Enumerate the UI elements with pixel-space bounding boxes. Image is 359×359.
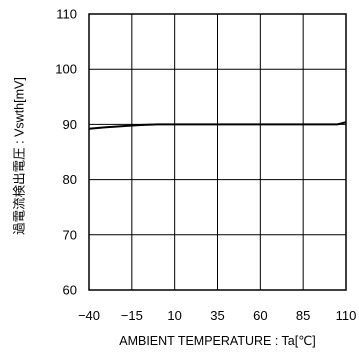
- y-tick-label: 80: [63, 172, 77, 187]
- x-tick-label: 60: [253, 308, 267, 323]
- plot-frame: [88, 13, 347, 291]
- y-tick-label: 110: [56, 7, 77, 22]
- x-tick-label: −40: [78, 308, 100, 323]
- y-tick-label: 90: [63, 117, 77, 132]
- y-tick-label: 60: [63, 283, 77, 298]
- x-tick-labels: −40 −15 10 35 60 85 110: [78, 308, 356, 323]
- series-line: [88, 121, 347, 130]
- x-tick-label: 10: [167, 308, 181, 323]
- x-tick-label: 85: [296, 308, 310, 323]
- y-tick-label: 100: [55, 62, 77, 77]
- data-series: [88, 121, 347, 130]
- y-tick-labels: 60 70 80 90 100 110: [55, 7, 77, 298]
- x-tick-label: −15: [121, 308, 143, 323]
- x-axis-title: AMBIENT TEMPERATURE : Ta[℃]: [119, 334, 315, 348]
- y-axis-title: 過電流検出電圧 : Vswth[mV]: [12, 77, 26, 235]
- x-tick-label: 110: [336, 308, 357, 323]
- y-tick-label: 70: [63, 227, 77, 242]
- grid-lines: [89, 14, 346, 290]
- x-tick-label: 35: [210, 308, 224, 323]
